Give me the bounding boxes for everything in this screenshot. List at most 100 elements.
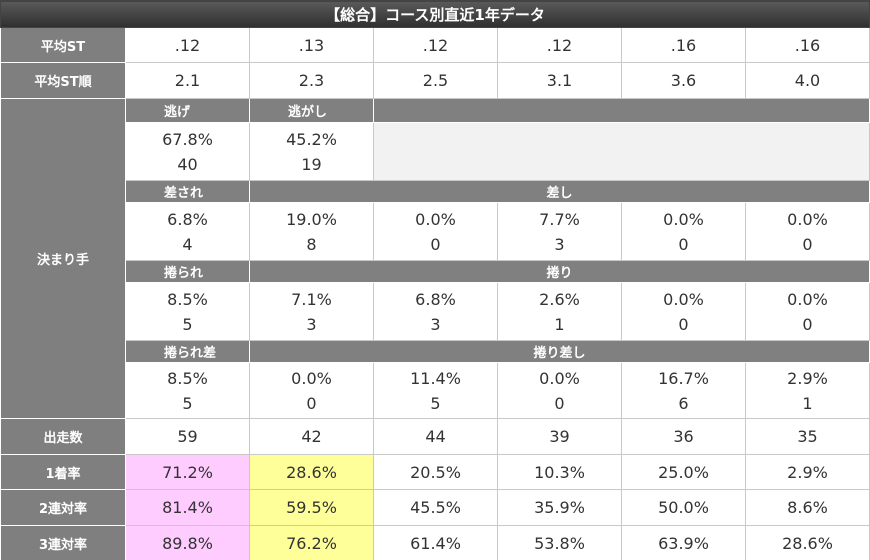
rate: 0.0% (663, 289, 704, 309)
stat-row: 平均ST順 2.1 2.3 2.5 3.1 3.6 4.0 (0, 62, 870, 99)
count: 1 (802, 393, 813, 413)
rate: 0.0% (539, 368, 580, 388)
value-cell: 25.0% (621, 454, 746, 490)
value-cell: 81.4% (125, 489, 250, 526)
value-cell: 0.0% 0 (621, 202, 746, 261)
value-cell: .16 (745, 27, 870, 63)
title-row: 【総合】コース別直近1年データ (0, 0, 870, 28)
value-cell: 2.6% 1 (497, 282, 622, 341)
subheader: 差され (125, 180, 250, 203)
count: 6 (678, 393, 689, 413)
result-row: 2連対率 81.4% 59.5% 45.5% 35.9% 50.0% 8.6% (0, 489, 870, 526)
subheader-row: 決まり手 逃げ 逃がし (0, 98, 870, 419)
value-cell: 0.0% 0 (745, 202, 870, 261)
value-cell: 36 (621, 418, 746, 455)
value-cell: 0.0% 0 (497, 362, 622, 419)
value-cell: 71.2% (125, 454, 250, 490)
value-cell: 59 (125, 418, 250, 455)
count: 5 (430, 393, 441, 413)
stat-row: 平均ST .12.13.12.12.16.16 (0, 27, 870, 63)
value-cell: 0.0% 0 (373, 202, 498, 261)
rate: 0.0% (291, 368, 332, 388)
rate: 8.5% (167, 368, 208, 388)
value-cell: 0.0% 0 (621, 282, 746, 341)
rate: 45.2% (286, 129, 337, 149)
subheader: 捲られ (125, 260, 250, 283)
value-cell: 44 (373, 418, 498, 455)
value-cell: 42 (249, 418, 374, 455)
value-cell: 89.8% (125, 525, 250, 560)
subheader: 逃げ (125, 98, 250, 123)
value-cell: 8.5% 5 (125, 362, 250, 419)
count: 0 (554, 393, 565, 413)
value-cell: 45.2% 19 (249, 122, 374, 181)
value-cell: 59.5% (249, 489, 374, 526)
value-cell: 19.0% 8 (249, 202, 374, 261)
rate: 7.7% (539, 209, 580, 229)
value-cell: 20.5% (373, 454, 498, 490)
row-label: 3連対率 (0, 525, 126, 560)
row-label: 2連対率 (0, 489, 126, 526)
rate: 8.5% (167, 289, 208, 309)
count: 19 (301, 154, 322, 174)
row-label: 出走数 (0, 418, 126, 455)
value-cell: 0.0% 0 (249, 362, 374, 419)
value-cell: 8.5% 5 (125, 282, 250, 341)
count: 0 (802, 314, 813, 334)
value-cell: 61.4% (373, 525, 498, 560)
value-row: 8.5% 5 7.1% 3 6.8% 3 2.6% 1 0.0% 0 0.0% 0 (1, 282, 870, 341)
value-cell: .12 (125, 27, 250, 63)
value-cell: 6.8% 3 (373, 282, 498, 341)
rate: 11.4% (410, 368, 461, 388)
value-cell: 3.6 (621, 62, 746, 99)
subheader: 捲られ差 (125, 340, 250, 363)
value-cell: 2.1 (125, 62, 250, 99)
rate: 0.0% (787, 209, 828, 229)
value-cell: 8.6% (745, 489, 870, 526)
count: 0 (678, 234, 689, 254)
result-row: 出走数 59 42 44 39 36 35 (0, 418, 870, 455)
count: 8 (306, 234, 317, 254)
rate: 0.0% (663, 209, 704, 229)
value-cell: .12 (497, 27, 622, 63)
count: 5 (182, 393, 193, 413)
value-cell: 45.5% (373, 489, 498, 526)
rate: 0.0% (787, 289, 828, 309)
rate: 16.7% (658, 368, 709, 388)
row-label: 1着率 (0, 454, 126, 490)
count: 0 (802, 234, 813, 254)
count: 0 (678, 314, 689, 334)
value-row: 8.5% 5 0.0% 0 11.4% 5 0.0% 0 16.7% 6 2.9% 1 (1, 362, 870, 419)
count: 40 (177, 154, 198, 174)
value-cell: 2.9% 1 (745, 362, 870, 419)
subheader-row: 捲られ差 捲り差し (1, 340, 870, 363)
value-cell: 3.1 (497, 62, 622, 99)
value-cell: 39 (497, 418, 622, 455)
value-cell: 76.2% (249, 525, 374, 560)
rate: 2.9% (787, 368, 828, 388)
count: 3 (306, 314, 317, 334)
count: 0 (306, 393, 317, 413)
rate: 0.0% (415, 209, 456, 229)
value-cell: 50.0% (621, 489, 746, 526)
value-cell: 0.0% 0 (745, 282, 870, 341)
value-row: 6.8% 4 19.0% 8 0.0% 0 7.7% 3 0.0% 0 0.0% 0 (1, 202, 870, 261)
value-cell: 11.4% 5 (373, 362, 498, 419)
value-cell: 53.8% (497, 525, 622, 560)
count: 3 (430, 314, 441, 334)
count: 5 (182, 314, 193, 334)
row-label: 平均ST順 (0, 62, 126, 99)
value-cell: 6.8% 4 (125, 202, 250, 261)
value-cell: 16.7% 6 (621, 362, 746, 419)
subheader: 捲り (249, 260, 870, 283)
value-cell: 7.7% 3 (497, 202, 622, 261)
value-cell: 67.8% 40 (125, 122, 250, 181)
subheader-blank (373, 98, 870, 123)
result-row: 3連対率 89.8% 76.2% 61.4% 53.8% 63.9% 28.6% (0, 525, 870, 560)
value-cell: 2.9% (745, 454, 870, 490)
rate: 6.8% (415, 289, 456, 309)
value-cell: 28.6% (745, 525, 870, 560)
value-cell: 4.0 (745, 62, 870, 99)
